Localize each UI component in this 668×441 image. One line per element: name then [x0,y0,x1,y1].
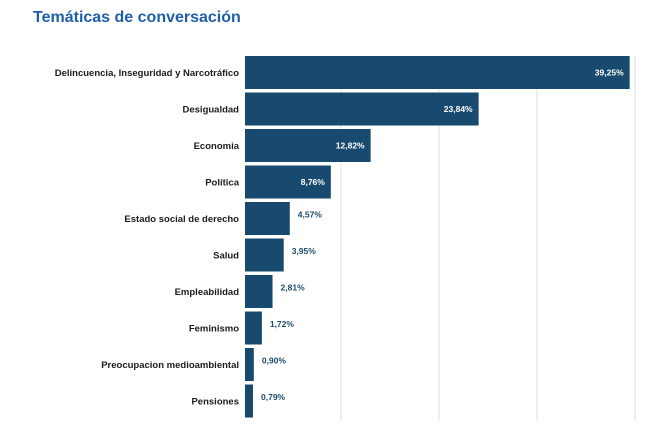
bars [245,56,630,418]
category-labels: Delincuencia, Inseguridad y Narcotráfico… [55,68,240,408]
bar [245,202,290,235]
value-label: 8,76% [301,177,326,187]
category-label: Feminismo [189,324,239,335]
category-label: Delincuencia, Inseguridad y Narcotráfico [55,68,239,79]
bar [245,92,479,126]
value-label: 23,84% [444,104,473,114]
bar [245,348,254,381]
category-label: Economia [194,141,240,152]
category-label: Política [205,178,240,189]
value-label: 1,72% [270,319,295,329]
category-label: Empleabilidad [175,287,240,298]
value-label: 4,57% [298,210,323,220]
bar [245,129,371,162]
value-label: 3,95% [292,246,317,256]
category-label: Preocupacion medioambiental [101,360,239,371]
bar [245,238,284,272]
value-label: 12,82% [336,141,365,151]
bar [245,56,630,89]
category-label: Desigualdad [183,105,240,116]
category-label: Salud [213,251,239,262]
value-label: 2,81% [281,283,306,293]
category-label: Estado social de derecho [124,214,239,225]
value-labels: 39,25% 23,84% 12,82% 8,76% 4,57% 3,95% 2,81% 1,… [261,68,624,403]
value-label: 39,25% [595,68,624,78]
bar [245,165,331,199]
value-label: 0,79% [261,392,286,402]
value-label: 0,90% [262,356,287,366]
bar [245,275,273,308]
category-label: Pensiones [191,397,239,408]
chart-title: Temáticas de conversación [33,9,241,26]
bar [245,311,262,345]
bar [245,384,253,418]
